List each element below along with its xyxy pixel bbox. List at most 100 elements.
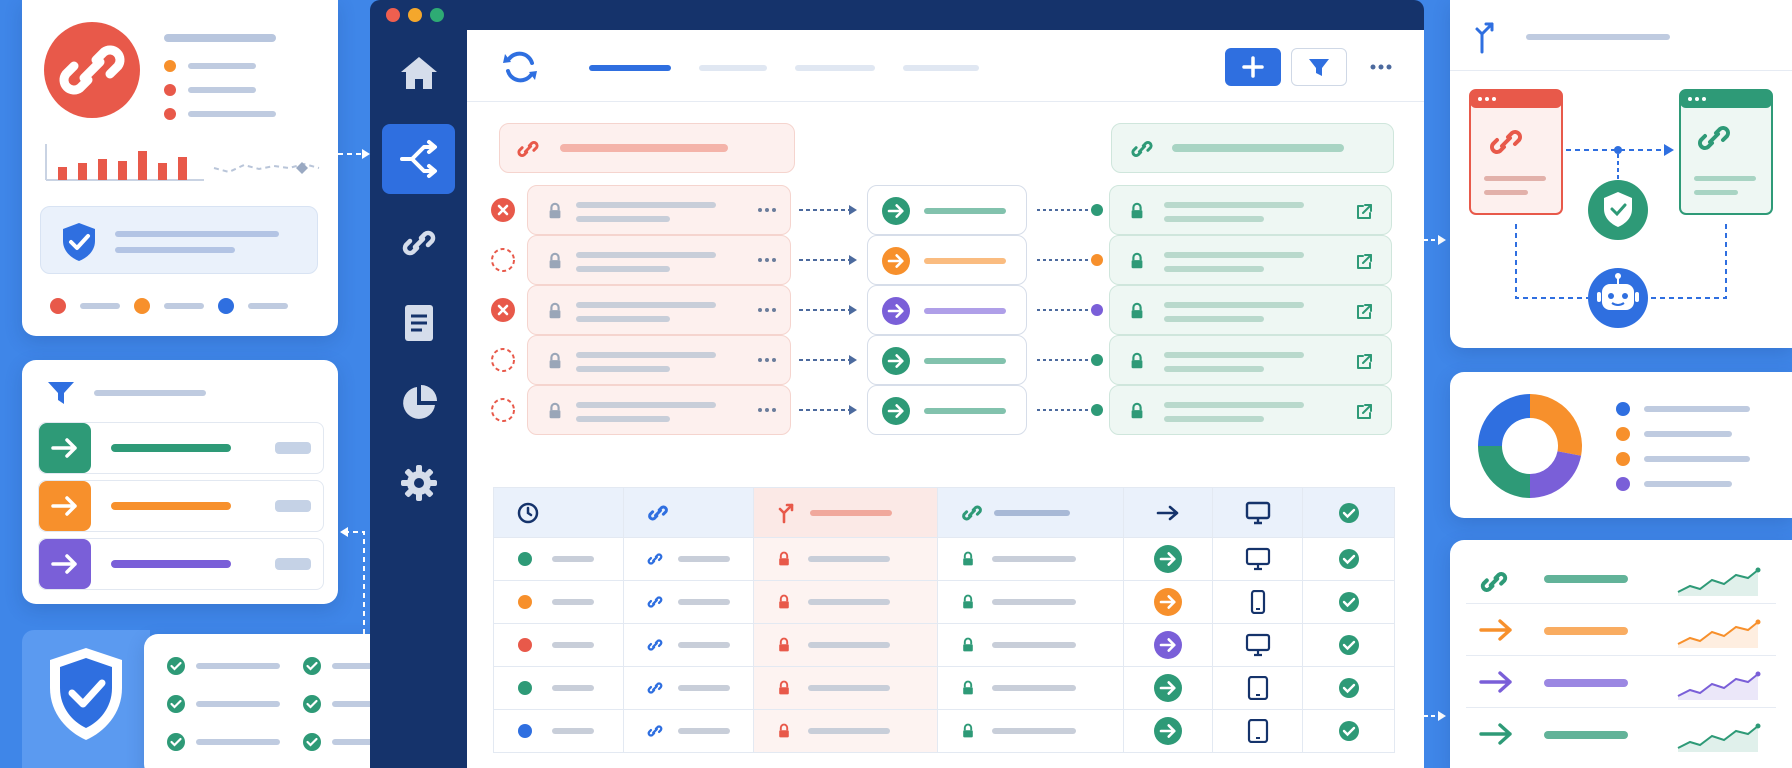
check-circle-icon [1338,549,1359,569]
redirect-rule-box[interactable] [867,385,1027,435]
pending-icon[interactable] [490,397,516,423]
filter-button[interactable] [1291,48,1347,86]
filter-row[interactable] [38,480,324,532]
flow-row[interactable] [467,285,1424,335]
flow-row[interactable] [467,335,1424,385]
lock-icon [962,637,973,652]
table-row[interactable] [493,623,1395,667]
clock-icon [517,502,539,523]
tab-active[interactable] [589,65,671,71]
source-url-box[interactable] [527,185,791,235]
donut-slice[interactable] [1478,394,1530,446]
table-row[interactable] [493,666,1395,710]
maximize-window-button[interactable] [430,8,444,22]
redirect-rule-box[interactable] [867,235,1027,285]
pending-icon[interactable] [490,347,516,373]
col-status[interactable] [1302,487,1395,538]
more-button[interactable] [1361,48,1401,86]
external-link-icon[interactable] [1354,402,1374,422]
flow-row[interactable] [467,385,1424,435]
sidebar-item-reports[interactable] [382,288,455,358]
link-stat-list [164,60,276,120]
col-destination[interactable] [936,487,1124,538]
redirect-rule-box[interactable] [867,335,1027,385]
cell-action[interactable] [1122,580,1214,624]
destination-url-box[interactable] [1109,285,1392,335]
trend-row[interactable] [1466,710,1776,760]
col-time[interactable] [493,487,624,538]
table-row[interactable] [493,709,1395,753]
more-icon[interactable] [756,304,778,316]
sidebar-item-settings[interactable] [382,448,455,518]
tab-3[interactable] [795,65,875,71]
check-circle-icon [167,695,185,713]
check-circle-icon [1338,592,1359,612]
mini-bar-chart [45,144,320,181]
sidebar-item-flows[interactable] [382,124,455,194]
donut-slice[interactable] [1478,446,1530,498]
tab-4[interactable] [903,65,979,71]
flow-row[interactable] [467,185,1424,235]
trend-row[interactable] [1466,554,1776,604]
col-redirect[interactable] [752,487,938,538]
cell-action[interactable] [1122,537,1214,581]
redirect-rule-box[interactable] [867,185,1027,235]
filter-row[interactable] [38,422,324,474]
source-header [499,123,795,173]
cell-action[interactable] [1122,666,1214,710]
external-link-icon[interactable] [1354,252,1374,272]
table-row[interactable] [493,537,1395,581]
external-link-icon[interactable] [1354,352,1374,372]
destination-url-box[interactable] [1109,335,1392,385]
col-device[interactable] [1212,487,1304,538]
flow-row[interactable] [467,235,1424,285]
table-row[interactable] [493,580,1395,624]
destination-url-box[interactable] [1109,185,1392,235]
cell-redirect [752,623,938,667]
pending-icon[interactable] [490,247,516,273]
source-url-box[interactable] [527,385,791,435]
destination-url-box[interactable] [1109,385,1392,435]
cell-time [493,709,624,753]
trend-row[interactable] [1466,658,1776,708]
more-icon[interactable] [756,254,778,266]
refresh-icon[interactable] [501,48,539,86]
cell-device [1212,580,1304,624]
source-url-box[interactable] [527,335,791,385]
redirect-rule-box[interactable] [867,285,1027,335]
check-circle-icon [167,733,185,751]
external-link-icon[interactable] [1354,302,1374,322]
filter-row[interactable] [38,538,324,590]
error-icon[interactable] [490,197,516,223]
source-url-box[interactable] [527,235,791,285]
cell-device [1212,666,1304,710]
lock-icon [779,551,789,566]
destination-header [1111,123,1394,173]
more-icon[interactable] [756,354,778,366]
minimize-window-button[interactable] [408,8,422,22]
monitor-icon [1245,633,1270,657]
sidebar-item-analytics[interactable] [382,368,455,438]
cell-action[interactable] [1122,709,1214,753]
tab-2[interactable] [699,65,767,71]
col-source-link[interactable] [622,487,754,538]
error-icon[interactable] [490,297,516,323]
more-icon[interactable] [756,204,778,216]
add-button[interactable] [1225,48,1281,86]
sidebar-item-home[interactable] [382,38,455,108]
legend-item [1616,427,1750,441]
source-url-box[interactable] [527,285,791,335]
donut-slice[interactable] [1530,394,1582,456]
external-link-icon[interactable] [1354,202,1374,222]
sidebar-item-links[interactable] [382,208,455,278]
cell-action[interactable] [1122,623,1214,667]
more-icon[interactable] [756,404,778,416]
close-window-button[interactable] [386,8,400,22]
connector-arrow [1424,711,1446,721]
col-action[interactable] [1122,487,1214,538]
donut-slice[interactable] [1530,451,1582,498]
tablet-icon [1247,719,1268,743]
destination-url-box[interactable] [1109,235,1392,285]
trend-row[interactable] [1466,606,1776,656]
monitor-icon [1245,501,1270,524]
